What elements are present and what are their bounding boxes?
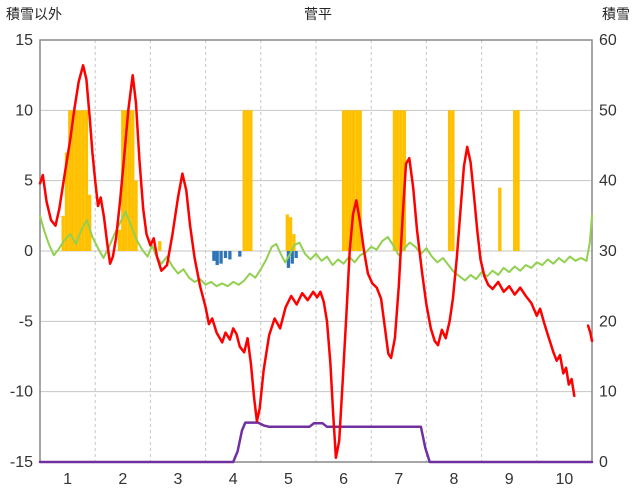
x-axis-tick-label: 5: [284, 471, 293, 488]
left-axis-tick-label: 10: [15, 102, 33, 119]
right-axis-tick-label: 10: [599, 384, 617, 401]
right-axis-tick-label: 30: [599, 243, 617, 260]
x-axis-tick-label: 8: [450, 471, 459, 488]
left-axis-tick-label: -10: [10, 384, 33, 401]
left-axis-tick-label: 5: [24, 173, 33, 190]
right-axis-tick-label: 50: [599, 102, 617, 119]
right-axis-tick-label: 60: [599, 32, 617, 49]
x-axis-tick-label: 6: [339, 471, 348, 488]
right-axis-tick-label: 20: [599, 313, 617, 330]
left-axis-title: 積雪以外: [6, 6, 62, 22]
x-axis-tick-label: 4: [229, 471, 238, 488]
x-axis-tick-label: 2: [118, 471, 127, 488]
x-axis-tick-label: 10: [556, 471, 574, 488]
right-axis-title: 積雪: [602, 6, 630, 22]
right-axis-tick-label: 0: [599, 454, 608, 471]
right-axis-tick-label: 40: [599, 173, 617, 190]
left-axis-tick-label: 0: [24, 243, 33, 260]
left-axis-tick-label: 15: [15, 32, 33, 49]
chart-title: 菅平: [304, 6, 332, 22]
x-axis-tick-label: 3: [174, 471, 183, 488]
x-axis-tick-label: 1: [63, 471, 72, 488]
left-axis-tick-label: -15: [10, 454, 33, 471]
x-axis-tick-label: 9: [505, 471, 514, 488]
left-axis-tick-label: -5: [19, 313, 33, 330]
x-axis-tick-label: 7: [394, 471, 403, 488]
